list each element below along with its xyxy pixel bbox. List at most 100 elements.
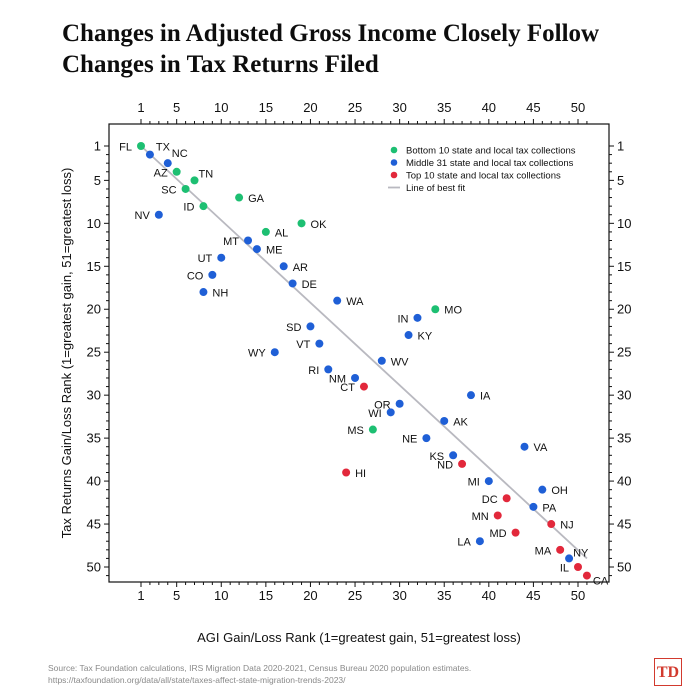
point-nm <box>351 373 360 382</box>
point-label-de: DE <box>302 279 317 291</box>
chart-title-line-1: Changes in Adjusted Gross Income Closely… <box>62 20 600 47</box>
point-dc <box>502 494 511 503</box>
point-label-nv: NV <box>135 210 151 222</box>
x-tick-label-top: 15 <box>259 100 273 115</box>
point-sc <box>181 184 190 193</box>
point-label-nd: ND <box>437 459 453 471</box>
point-label-ny: NY <box>573 547 589 559</box>
point-label-wi: WI <box>368 408 381 420</box>
legend-label-middle31: Middle 31 state and local tax collection… <box>406 158 574 169</box>
x-tick-label-bottom: 30 <box>392 588 406 603</box>
point-sd <box>306 322 315 331</box>
plot-frame <box>108 123 610 583</box>
point-label-nm: NM <box>329 373 346 385</box>
y-tick-label-right: 25 <box>617 345 631 360</box>
point-wv <box>377 356 386 365</box>
y-tick-label-left: 15 <box>87 259 101 274</box>
x-axis-label: AGI Gain/Loss Rank (1=greatest gain, 51=… <box>197 630 521 645</box>
point-label-wy: WY <box>248 348 266 360</box>
x-tick-label-bottom: 10 <box>214 588 228 603</box>
point-nv <box>154 210 163 219</box>
y-tick-label-left: 40 <box>87 474 101 489</box>
point-nc <box>163 159 172 168</box>
point-label-fl: FL <box>119 142 132 154</box>
x-tick-label-top: 5 <box>173 100 180 115</box>
source-line-1: Source: Tax Foundation calculations, IRS… <box>48 663 472 673</box>
point-va <box>520 442 529 451</box>
tax-foundation-logo: TD <box>654 658 682 686</box>
point-pa <box>529 502 538 511</box>
x-tick-label-bottom: 25 <box>348 588 362 603</box>
point-ar <box>279 262 288 271</box>
point-label-ms: MS <box>347 425 364 437</box>
y-tick-label-right: 5 <box>617 173 624 188</box>
point-ga <box>235 193 244 202</box>
point-mn <box>493 511 502 520</box>
point-tn <box>190 176 199 185</box>
chart-title-line-2: Changes in Tax Returns Filed <box>62 51 379 78</box>
point-label-mi: MI <box>468 477 480 489</box>
point-label-sd: SD <box>286 322 301 334</box>
y-tick-label-left: 50 <box>87 560 101 575</box>
x-tick-label-top: 10 <box>214 100 228 115</box>
point-label-md: MD <box>489 528 506 540</box>
point-in <box>413 313 422 322</box>
y-tick-label-left: 25 <box>87 345 101 360</box>
point-nd <box>458 459 467 468</box>
point-id <box>199 202 208 211</box>
point-label-va: VA <box>533 442 548 454</box>
point-tx <box>145 150 154 159</box>
point-label-ut: UT <box>198 253 213 265</box>
point-label-wv: WV <box>391 356 409 368</box>
point-label-vt: VT <box>296 339 310 351</box>
y-tick-label-left: 5 <box>94 173 101 188</box>
point-label-nh: NH <box>212 288 228 300</box>
point-ia <box>466 391 475 400</box>
point-label-ak: AK <box>453 416 468 428</box>
y-tick-label-right: 40 <box>617 474 631 489</box>
point-ny <box>565 554 574 563</box>
point-ct <box>359 382 368 391</box>
point-label-al: AL <box>275 227 288 239</box>
point-label-az: AZ <box>154 167 168 179</box>
point-az <box>172 167 181 176</box>
point-wi <box>386 408 395 417</box>
y-tick-label-left: 35 <box>87 431 101 446</box>
point-ne <box>422 434 431 443</box>
point-nj <box>547 520 556 529</box>
point-label-nj: NJ <box>560 520 573 532</box>
x-tick-label-bottom: 45 <box>526 588 540 603</box>
point-ms <box>368 425 377 434</box>
y-tick-label-right: 45 <box>617 517 631 532</box>
best-fit-line <box>140 145 588 560</box>
point-label-pa: PA <box>542 502 557 514</box>
source-line-2: https://taxfoundation.org/data/all/state… <box>48 675 346 685</box>
x-tick-label-top: 20 <box>303 100 317 115</box>
point-label-ri: RI <box>308 365 319 377</box>
point-ky <box>404 331 413 340</box>
point-label-ky: KY <box>418 331 433 343</box>
point-label-mt: MT <box>223 236 239 248</box>
y-tick-label-right: 20 <box>617 302 631 317</box>
x-tick-label-top: 45 <box>526 100 540 115</box>
x-tick-label-top: 1 <box>137 100 144 115</box>
y-tick-label-right: 50 <box>617 560 631 575</box>
point-fl <box>137 142 145 150</box>
y-tick-label-right: 15 <box>617 259 631 274</box>
legend-label-bottom10: Bottom 10 state and local tax collection… <box>406 146 576 157</box>
point-label-sc: SC <box>161 184 176 196</box>
x-tick-label-bottom: 15 <box>259 588 273 603</box>
legend-label-top10: Top 10 state and local tax collections <box>406 171 561 182</box>
legend-marker-middle31 <box>390 159 398 166</box>
point-label-tn: TN <box>199 168 214 180</box>
point-label-in: IN <box>397 313 408 325</box>
point-vt <box>315 339 324 348</box>
legend-marker-bottom10 <box>390 146 398 154</box>
point-oh <box>538 485 547 494</box>
x-tick-label-top: 35 <box>437 100 451 115</box>
y-tick-label-left: 10 <box>87 216 101 231</box>
point-ut <box>217 253 226 262</box>
y-tick-label-right: 35 <box>617 431 631 446</box>
point-label-ne: NE <box>402 434 417 446</box>
point-ma <box>556 545 565 554</box>
